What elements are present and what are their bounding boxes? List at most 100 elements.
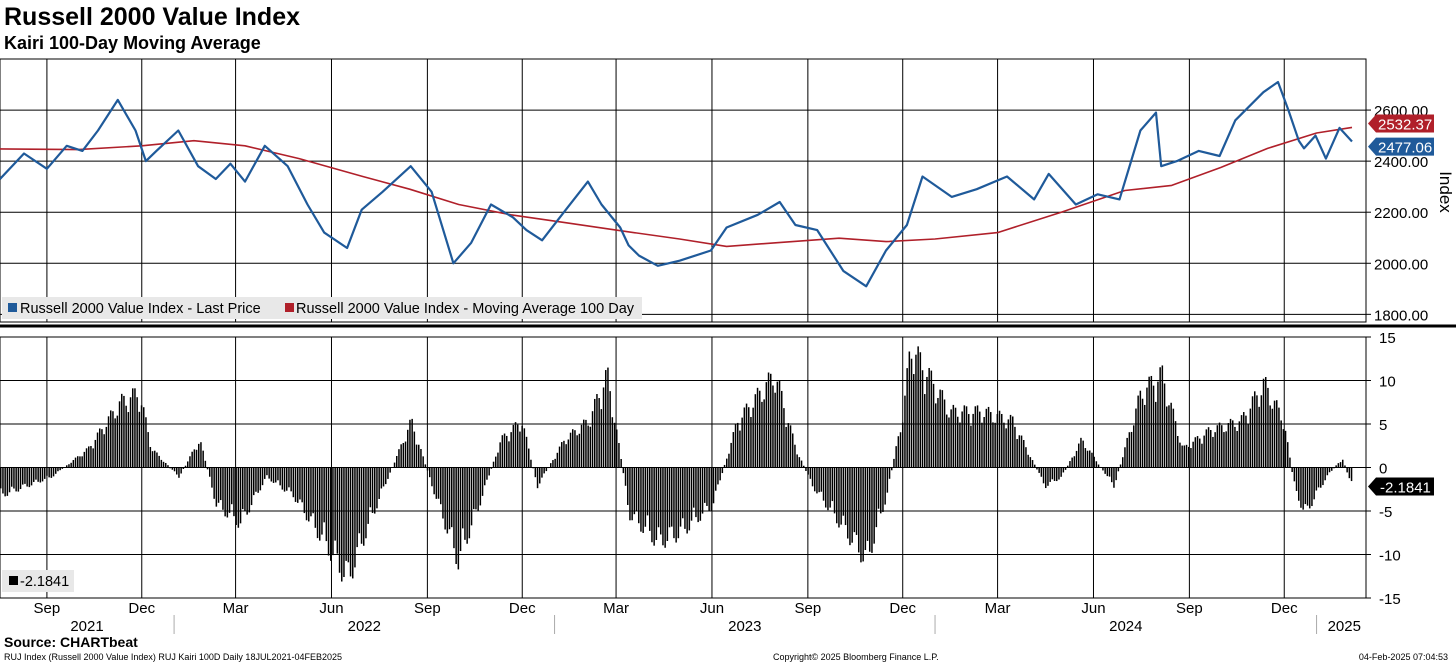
legend-ma-swatch <box>285 303 294 312</box>
x-month-label: Mar <box>985 600 1011 617</box>
kairi-bar <box>787 423 790 468</box>
kairi-bar <box>677 467 680 539</box>
kairi-bar <box>1196 436 1199 468</box>
kairi-bar <box>937 397 939 468</box>
kairi-bar <box>798 457 801 468</box>
kairi-bar <box>1159 367 1161 468</box>
kairi-bar <box>616 429 618 468</box>
kairi-bar <box>1064 467 1067 470</box>
kairi-bar <box>534 467 537 478</box>
kairi-ytick-label: 5 <box>1379 417 1387 434</box>
price-legend: Russell 2000 Value Index - Last Price Rus… <box>2 297 642 319</box>
kairi-bar <box>486 467 488 480</box>
kairi-bar <box>1284 430 1287 468</box>
kairi-bar <box>360 467 363 544</box>
kairi-bar <box>290 467 292 492</box>
kairi-bar <box>939 389 941 468</box>
kairi-bar <box>1304 467 1307 505</box>
kairi-bar <box>1210 430 1212 468</box>
legend-ma-label: Russell 2000 Value Index - Moving Averag… <box>296 301 635 317</box>
kairi-bar <box>1258 406 1260 468</box>
kairi-bar <box>618 443 620 468</box>
kairi-bar <box>52 467 55 477</box>
kairi-bar <box>244 467 246 512</box>
kairi-bar <box>462 467 464 529</box>
kairi-bar <box>233 467 235 517</box>
kairi-bar <box>844 467 847 526</box>
kairi-bar <box>422 456 424 468</box>
kairi-bar <box>1199 438 1201 468</box>
kairi-bar <box>1097 464 1100 468</box>
kairi-bar <box>1009 414 1012 468</box>
kairi-bar <box>897 436 900 468</box>
kairi-bar <box>1245 415 1247 468</box>
kairi-bar <box>574 430 576 468</box>
kairi-bar <box>1148 376 1150 468</box>
kairi-bar <box>39 467 42 483</box>
kairi-bar <box>266 467 268 476</box>
kairi-bar <box>224 467 226 517</box>
kairi-bar <box>1119 464 1122 468</box>
kairi-bar <box>594 398 596 468</box>
kairi-bar <box>1333 467 1335 469</box>
kairi-bar <box>908 351 911 468</box>
kairi-bar <box>1137 395 1139 468</box>
kairi-bar <box>1260 395 1263 468</box>
kairi-bar <box>281 467 284 490</box>
kairi-bar <box>220 467 222 501</box>
kairi-bar <box>737 422 739 468</box>
kairi-bar <box>1014 426 1016 468</box>
kairi-bar <box>90 446 92 468</box>
kairi-bar <box>310 467 312 517</box>
kairi-bar <box>1163 383 1166 468</box>
kairi-bar <box>488 467 490 476</box>
kairi-bar <box>484 467 486 486</box>
kairi-bar <box>374 467 376 514</box>
kairi-bar <box>882 467 884 512</box>
kairi-bar <box>391 467 394 468</box>
kairi-bar <box>180 467 182 474</box>
kairi-bar <box>633 467 636 515</box>
kairi-bar <box>730 442 732 468</box>
kairi-bar <box>721 467 724 474</box>
kairi-bar <box>343 467 345 578</box>
kairi-bar <box>94 439 97 468</box>
kairi-bar <box>407 429 409 468</box>
kairi-bar <box>1227 423 1230 468</box>
kairi-bar <box>68 464 70 468</box>
kairi-bar <box>1256 395 1258 468</box>
kairi-bar <box>552 460 554 468</box>
kairi-bar <box>578 433 581 468</box>
kairi-bar <box>970 425 972 468</box>
kairi-bar <box>107 416 110 468</box>
kairi-bar <box>712 467 715 504</box>
x-month-label: Jun <box>319 600 343 617</box>
kairi-bar <box>319 467 321 541</box>
kairi-bar <box>1179 442 1181 468</box>
kairi-bar <box>963 405 966 468</box>
kairi-bar <box>688 467 691 531</box>
kairi-bar <box>440 467 442 505</box>
kairi-bar <box>888 467 891 479</box>
kairi-bar <box>250 467 253 506</box>
kairi-bar <box>580 424 583 468</box>
kairi-bar <box>1078 443 1080 468</box>
kairi-bar <box>838 467 840 528</box>
kairi-bar <box>1302 467 1304 510</box>
kairi-bar <box>1139 390 1142 468</box>
kairi-bar <box>589 426 592 468</box>
kairi-bar <box>915 354 917 468</box>
kairi-bar <box>530 459 532 468</box>
kairi-bar <box>547 467 550 469</box>
legend-price-swatch <box>8 303 17 312</box>
kairi-bar <box>1188 446 1190 468</box>
kairi-bar <box>33 467 35 482</box>
kairi-bar <box>508 441 510 468</box>
kairi-bar <box>1234 426 1236 468</box>
kairi-bar <box>1133 425 1135 468</box>
kairi-bar <box>77 456 79 468</box>
kairi-bar <box>165 462 167 468</box>
kairi-bar <box>585 419 587 468</box>
footer-copyright: Copyright© 2025 Bloomberg Finance L.P. <box>773 652 939 662</box>
kairi-bar <box>664 467 666 548</box>
